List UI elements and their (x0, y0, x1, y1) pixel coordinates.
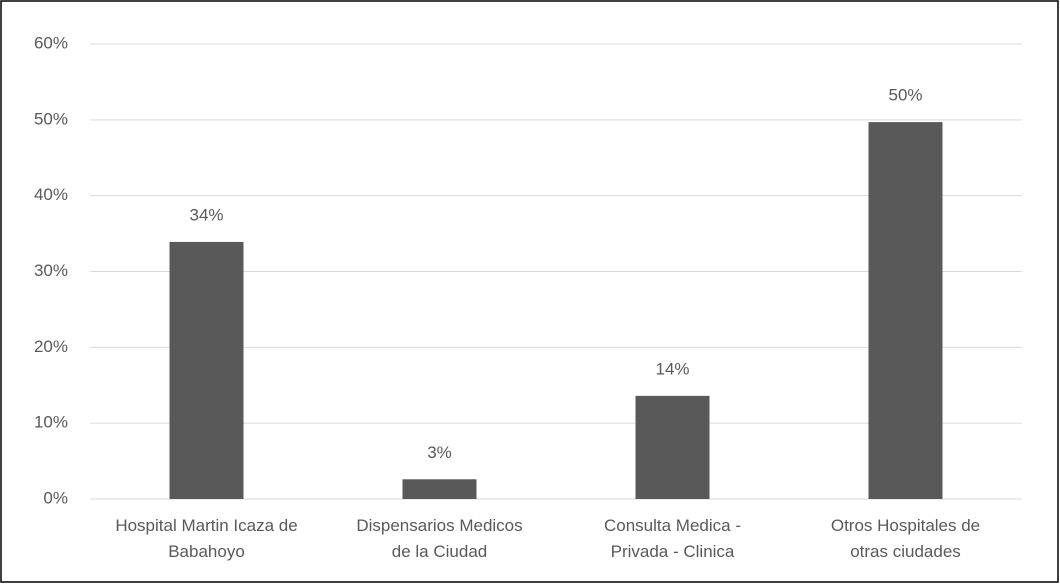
y-tick-label: 10% (34, 413, 68, 432)
x-tick-label: Hospital Martin Icaza de Babahoyo (115, 516, 298, 561)
y-tick-label: 40% (34, 185, 68, 204)
bar (635, 395, 710, 499)
x-tick-label: Consulta Medica - Privada - Clinica (603, 516, 741, 561)
y-tick-label: 30% (34, 261, 68, 280)
bar (169, 241, 244, 500)
y-tick-label: 20% (34, 337, 68, 356)
y-tick-label: 60% (34, 33, 68, 52)
bar (868, 122, 943, 499)
y-tick-label: 50% (34, 109, 68, 128)
data-label: 34% (189, 205, 223, 224)
data-label: 50% (888, 86, 922, 105)
x-tick-label: Dispensarios Medicos de la Ciudad (356, 516, 523, 561)
data-label: 14% (655, 359, 689, 378)
y-tick-label: 0% (43, 488, 68, 507)
bar (402, 479, 477, 499)
x-tick-label: Otros Hospitales de otras ciudades (830, 516, 981, 561)
data-label: 3% (427, 443, 452, 462)
